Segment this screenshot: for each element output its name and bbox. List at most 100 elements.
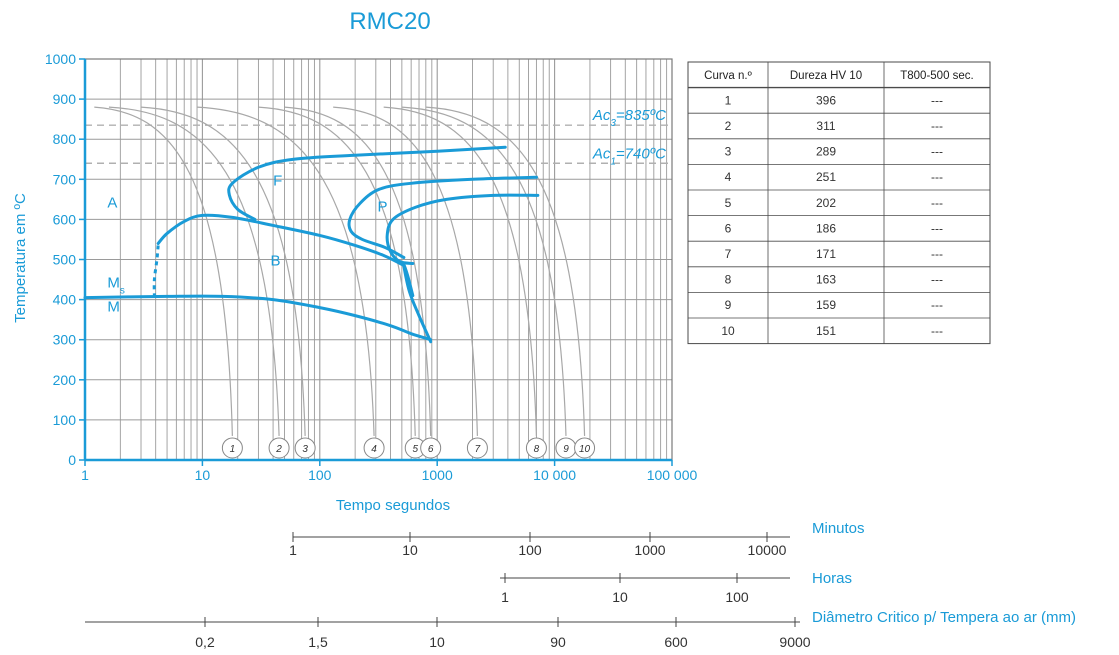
y-tick-label: 200 <box>53 372 77 388</box>
transformation-curve-p <box>347 175 538 259</box>
table-cell: --- <box>931 196 943 210</box>
table-cell: 159 <box>816 298 836 312</box>
table-cell: 163 <box>816 273 836 287</box>
table-cell: 311 <box>816 119 835 133</box>
transformation-curve-p2 <box>385 193 540 266</box>
cooling-curve-8 <box>383 106 538 436</box>
x-tick-label: 10 <box>195 467 211 483</box>
table-frame <box>687 61 991 345</box>
cooling-curve-7 <box>333 106 478 436</box>
y-tick-label: 300 <box>53 332 77 348</box>
cooling-curve-number: 5 <box>412 444 418 455</box>
table-cell: 8 <box>725 273 732 287</box>
cooling-curve-5 <box>258 106 416 436</box>
secondary-scale-tick-label: 9000 <box>779 634 810 650</box>
cooling-curve-number: 7 <box>475 444 481 455</box>
region-label-main: F <box>273 172 282 189</box>
secondary-scale-tick-label: 10000 <box>748 542 787 558</box>
table-header-cell: Dureza HV 10 <box>790 70 862 82</box>
region-label-main: M <box>107 275 120 292</box>
x-tick-label: 10 000 <box>533 467 576 483</box>
table-cell: 3 <box>725 145 732 159</box>
reference-label-main: Ac <box>592 107 611 124</box>
table-cell: 1 <box>725 93 732 107</box>
cooling-curve-marker <box>420 437 442 459</box>
transformation-curve-b_bottom <box>83 294 433 342</box>
table-cell: 251 <box>816 170 836 184</box>
cooling-curve-marker <box>466 437 488 459</box>
x-tick-label: 1 <box>81 467 89 483</box>
cooling-curve-number: 9 <box>563 444 569 455</box>
secondary-scale-label: Diâmetro Critico p/ Tempera ao ar (mm) <box>812 609 1076 626</box>
table-cell: 186 <box>816 221 836 235</box>
secondary-scale-tick-label: 10 <box>429 634 445 650</box>
cooling-curve-number: 3 <box>302 444 308 455</box>
secondary-scale-tick-label: 10 <box>402 542 418 558</box>
table-cell: --- <box>931 324 943 338</box>
cooling-curve-number: 1 <box>230 444 236 455</box>
y-tick-label: 1000 <box>45 51 76 67</box>
secondary-scale-tick-label: 10 <box>612 589 628 605</box>
y-tick-label: 0 <box>68 452 76 468</box>
region-label-a: A <box>107 194 117 211</box>
secondary-scale-tick-label: 0,2 <box>195 634 215 650</box>
y-tick-label: 600 <box>53 211 77 227</box>
reference-line-label: Ac3=835ºC <box>592 107 666 129</box>
axes: 0 100 200 300 400 500 600 700 800 900 1000 1 10 100 10… <box>45 51 698 483</box>
region-label-b: B <box>270 253 280 270</box>
cooling-curve-3 <box>140 106 306 436</box>
table-cell: 396 <box>816 93 836 107</box>
cooling-curve-marker <box>363 437 385 459</box>
reference-line-label: Ac1=740ºC <box>592 145 666 167</box>
reference-label-main: Ac <box>592 145 611 162</box>
table-cell: 4 <box>725 170 732 184</box>
region-label-sub: s <box>120 285 125 296</box>
y-tick-label: 900 <box>53 91 77 107</box>
cooling-curve-1 <box>94 106 233 436</box>
table-cell: --- <box>931 298 943 312</box>
hardness-table: Curva n.º Dureza HV 10 T800-500 sec.1 396 --… <box>687 61 991 345</box>
secondary-scale-tick-label: 1 <box>501 589 509 605</box>
secondary-scale-tick-label: 100 <box>725 589 749 605</box>
transformation-curve-f <box>227 145 507 221</box>
y-tick-label: 800 <box>53 131 77 147</box>
region-label-p: P <box>377 198 387 215</box>
table-cell: --- <box>931 145 943 159</box>
table-cell: --- <box>931 221 943 235</box>
cooling-curve-marker <box>268 437 290 459</box>
secondary-scale-tick-label: 100 <box>518 542 542 558</box>
table-cell: 151 <box>816 324 836 338</box>
table-cell: 6 <box>725 221 732 235</box>
cooling-curve-2 <box>108 106 280 436</box>
secondary-scale-label: Minutos <box>812 520 865 537</box>
cooling-curve-number: 4 <box>371 444 377 455</box>
reference-label-sub: 3 <box>610 118 616 129</box>
cooling-curve-number: 10 <box>579 444 591 455</box>
cooling-curve-number: 8 <box>534 444 540 455</box>
secondary-scales: 1 10 100 1000 10000 Minutos 1 10 100 Horas 0,2 1,5 1… <box>85 520 1076 650</box>
table-cell: 2 <box>725 119 732 133</box>
transformation-curve-b_nose <box>402 263 433 344</box>
table-cell: 171 <box>816 247 836 261</box>
secondary-scale-tick-label: 600 <box>664 634 688 650</box>
x-axis-label: Tempo segundos <box>336 497 450 514</box>
table-cell: --- <box>931 170 943 184</box>
table-cell: 202 <box>816 196 836 210</box>
secondary-scale-tick-label: 1,5 <box>308 634 328 650</box>
table-cell: --- <box>931 119 943 133</box>
table-cell: 10 <box>721 324 735 338</box>
cooling-curve-4 <box>196 106 375 436</box>
cooling-curve-9 <box>401 106 567 436</box>
cooling-curve-number: 6 <box>428 444 434 455</box>
grid <box>85 59 672 460</box>
x-tick-label: 100 <box>308 467 332 483</box>
table-cell: --- <box>931 93 943 107</box>
reference-label-sub: 1 <box>610 156 616 167</box>
region-label-main: M <box>107 299 120 316</box>
reference-label-rest: =740ºC <box>616 145 666 162</box>
table-cell: --- <box>931 247 943 261</box>
table-cell: 289 <box>816 145 836 159</box>
region-label-f: F <box>273 172 282 189</box>
region-label-main: B <box>270 253 280 270</box>
